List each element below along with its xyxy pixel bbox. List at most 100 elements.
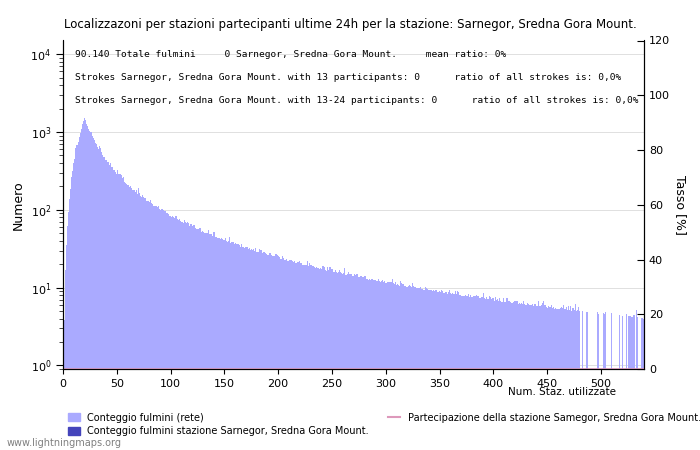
Bar [461,296,463,450]
Bar [322,266,323,450]
Bar [210,234,211,450]
Bar [335,270,336,450]
Bar [371,279,372,450]
Bar [409,285,410,450]
Partecipazione della stazione Samegor, Sredna Gora Mount. % [640,366,648,372]
Bar [255,248,256,450]
Bar [514,302,515,450]
Bar [566,307,567,450]
Bar [536,306,537,450]
Bar [495,297,496,450]
Bar [186,223,188,450]
Bar [325,270,326,450]
Bar [401,284,402,450]
Bar [244,248,246,450]
Bar [209,234,210,450]
Partecipazione della stazione Samegor, Sredna Gora Mount. % [470,366,478,372]
Bar [475,295,477,450]
Bar [302,265,304,450]
Bar [82,124,83,450]
Bar [218,238,220,450]
Bar [513,302,514,450]
Bar [550,307,551,450]
Bar [174,217,176,450]
Bar [477,296,478,450]
Bar [565,310,566,450]
Bar [391,282,392,450]
Bar [199,228,200,450]
Bar [158,206,160,450]
Bar [578,306,579,450]
Bar [366,279,367,450]
Bar [643,319,645,450]
Bar [223,240,224,450]
Bar [299,261,300,450]
Bar [434,291,435,450]
Bar [214,233,215,450]
Bar [331,269,332,450]
Bar [116,174,118,450]
Bar [204,233,206,450]
Partecipazione della stazione Samegor, Sredna Gora Mount. % [501,366,510,372]
Bar [236,244,237,450]
Bar [641,318,643,450]
Bar [511,302,512,450]
Bar [397,284,398,450]
Bar [64,270,66,450]
Bar [552,308,553,450]
Bar [94,140,95,450]
Bar [226,241,227,450]
Bar [238,244,239,450]
Bar [310,266,311,450]
Bar [190,224,192,450]
Bar [138,189,139,450]
Bar [166,213,167,450]
Bar [400,281,401,450]
Bar [425,287,426,450]
Bar [171,217,172,450]
Bar [269,252,270,450]
Bar [414,287,415,450]
Bar [405,286,406,450]
Bar [435,290,436,450]
Bar [499,298,500,450]
Bar [122,177,124,450]
Bar [294,261,295,450]
Bar [394,284,395,450]
Bar [287,261,288,450]
Bar [463,296,464,450]
Bar [309,263,310,450]
Bar [338,272,339,450]
Bar [108,165,110,450]
Bar [260,250,262,450]
Bar [489,297,491,450]
Bar [280,259,281,450]
Bar [523,302,524,450]
Bar [571,310,573,450]
Bar [455,291,456,450]
Bar [507,298,508,450]
Bar [525,305,526,450]
Bar [555,308,556,450]
Bar [246,247,248,450]
Bar [453,294,454,450]
Bar [452,293,453,450]
Bar [146,201,148,450]
Bar [343,273,344,450]
Bar [102,155,104,450]
Bar [84,118,85,450]
Bar [286,259,287,450]
Bar [487,299,489,450]
Partecipazione della stazione Samegor, Sredna Gora Mount. % [560,366,568,372]
Bar [358,277,359,450]
Bar [413,286,414,450]
Bar [326,271,327,450]
Bar [505,298,507,450]
Bar [492,298,493,450]
Bar [573,310,575,450]
Bar [385,283,386,450]
Bar [410,286,411,450]
Text: Strokes Sarnegor, Sredna Gora Mount. with 13-24 participants: 0      ratio of al: Strokes Sarnegor, Sredna Gora Mount. wit… [75,96,638,105]
Bar [556,309,557,450]
Bar [316,266,318,450]
